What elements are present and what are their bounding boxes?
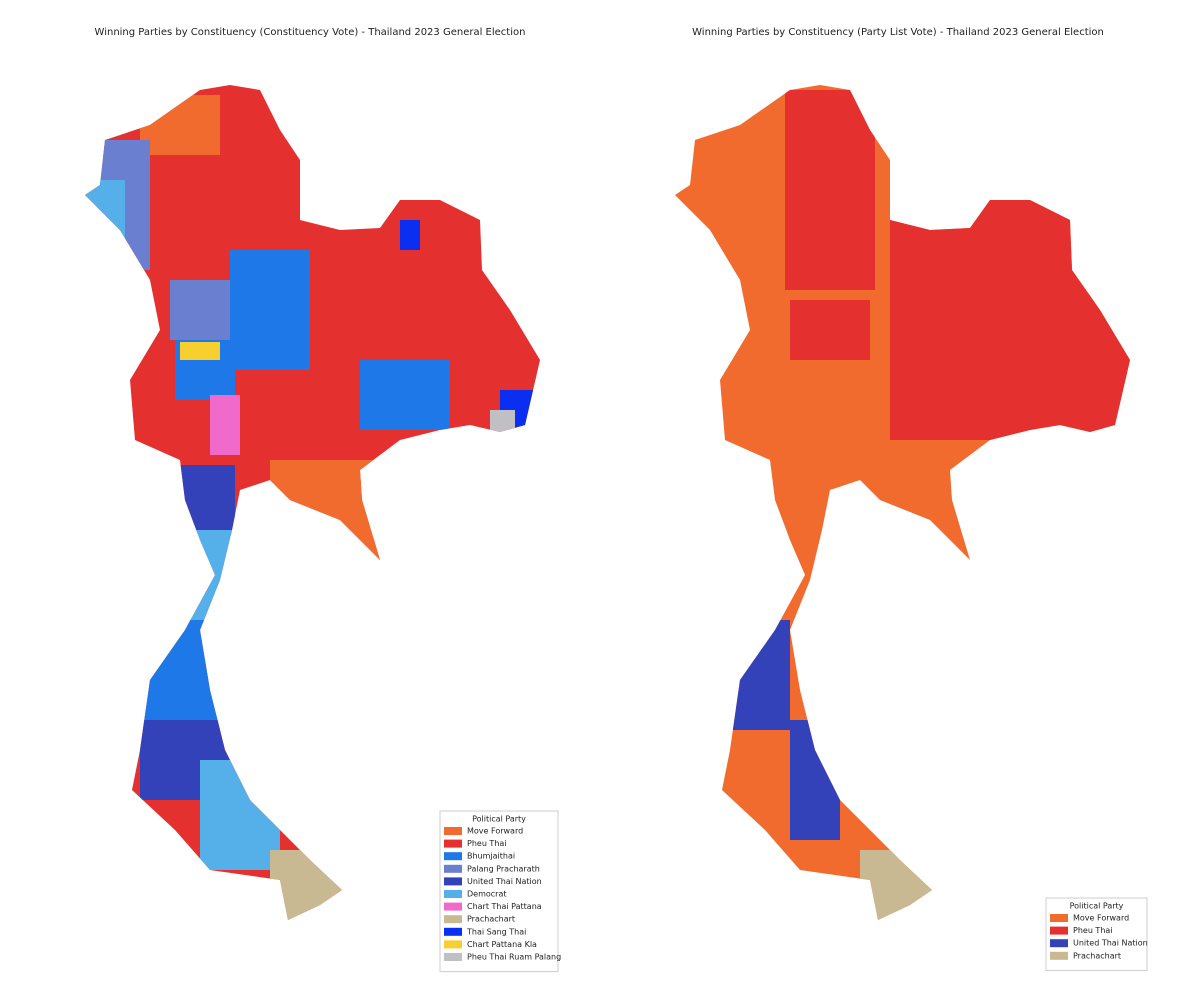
legend-swatch bbox=[444, 890, 462, 898]
legend-label: Democrat bbox=[467, 890, 507, 899]
legend-label: Bhumjaithai bbox=[467, 852, 515, 861]
legend-swatch bbox=[1050, 951, 1068, 960]
legend-label: Pheu Thai bbox=[1073, 926, 1113, 935]
legend-label: Thai Sang Thai bbox=[466, 927, 526, 936]
map-title: Winning Parties by Constituency (Party L… bbox=[692, 27, 1104, 38]
legend-swatch bbox=[444, 827, 462, 835]
legend-swatch bbox=[444, 864, 462, 873]
legend-label: Move Forward bbox=[1073, 914, 1129, 923]
legend-label: Chart Thai Pattana bbox=[467, 902, 542, 911]
map-constituency bbox=[85, 85, 540, 920]
legend-swatch bbox=[444, 940, 462, 949]
legend-label: Move Forward bbox=[467, 827, 523, 836]
legend-title: Political Party bbox=[1070, 902, 1124, 911]
legend-label: Prachachart bbox=[1073, 951, 1121, 960]
legend-swatch bbox=[444, 915, 462, 924]
legend-label: United Thai Nation bbox=[467, 877, 542, 886]
legend-title: Political Party bbox=[472, 815, 526, 824]
legend-swatch bbox=[444, 953, 462, 961]
legend-label: Chart Pattana Kla bbox=[467, 940, 537, 949]
legend-swatch bbox=[444, 877, 462, 886]
map-party-list bbox=[675, 85, 1130, 920]
legend-label: Pheu Thai Ruam Palang bbox=[467, 953, 561, 962]
legend-swatch bbox=[444, 852, 462, 861]
legend-swatch bbox=[444, 839, 462, 848]
legend-swatch bbox=[1050, 914, 1068, 922]
map-title: Winning Parties by Constituency (Constit… bbox=[95, 27, 526, 38]
legend-swatch bbox=[1050, 926, 1068, 935]
legend-swatch bbox=[444, 902, 462, 911]
legends: Political Party Move Forward Pheu Thai Bhum… bbox=[439, 810, 1148, 973]
legend-swatch bbox=[444, 927, 462, 936]
legend-label: United Thai Nation bbox=[1073, 939, 1148, 948]
legend-label: Prachachart bbox=[467, 915, 515, 924]
legend-label: Pheu Thai bbox=[467, 839, 507, 848]
legend-label: Palang Pracharath bbox=[467, 864, 540, 873]
legend-swatch bbox=[1050, 939, 1068, 948]
